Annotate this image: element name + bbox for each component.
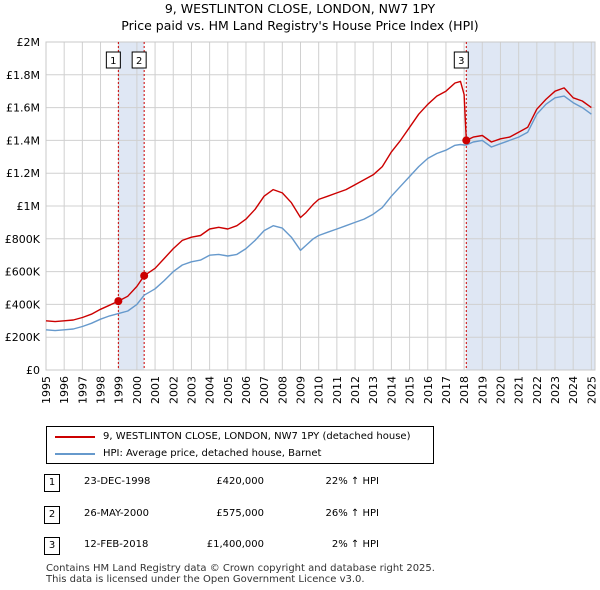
x-tick-label: 2002 [167, 376, 180, 404]
legend-label-hpi: HPI: Average price, detached house, Barn… [103, 448, 322, 459]
x-tick-label: 2001 [149, 376, 162, 404]
chart-title-line-2: Price paid vs. HM Land Registry's House … [121, 18, 479, 33]
transaction-label-box [453, 51, 469, 69]
x-tick-label: 2009 [295, 376, 308, 404]
legend-label-property: 9, WESTLINTON CLOSE, LONDON, NW7 1PY (de… [103, 431, 411, 442]
x-tick-label: 2013 [367, 376, 380, 404]
grid-lines [45, 41, 596, 371]
transaction-number: 2 [44, 506, 60, 524]
footer-licence: This data is licensed under the Open Gov… [46, 574, 365, 585]
transaction-date: 12-FEB-2018 [84, 539, 149, 550]
legend-swatch-hpi [55, 453, 95, 455]
x-tick-label: 1995 [40, 376, 53, 404]
x-tick-label: 1997 [76, 376, 89, 404]
legend: 9, WESTLINTON CLOSE, LONDON, NW7 1PY (de… [46, 426, 434, 464]
y-tick-label: £800K [5, 233, 41, 246]
transaction-hpi-diff: 2% ↑ HPI [331, 539, 379, 550]
x-tick-label: 2003 [185, 376, 198, 404]
transaction-points [114, 136, 471, 306]
transaction-point [114, 297, 123, 306]
transaction-point [462, 136, 471, 145]
x-tick-label: 2022 [531, 376, 544, 404]
x-tick-label: 2023 [549, 376, 562, 404]
footer: Contains HM Land Registry data © Crown c… [46, 563, 435, 585]
x-tick-label: 2018 [458, 376, 471, 404]
x-tick-label: 2015 [404, 376, 417, 404]
legend-swatch-property [55, 436, 95, 438]
x-tick-label: 2017 [440, 376, 453, 404]
y-tick-label: £0 [26, 364, 40, 377]
y-tick-label: £1.4M [6, 134, 40, 147]
y-tick-label: £200K [5, 331, 41, 344]
transaction-point [140, 271, 149, 280]
y-tick-label: £1.6M [6, 102, 40, 115]
transaction-label-text: 3 [458, 56, 464, 67]
property-price-line [45, 80, 592, 323]
transaction-lines [117, 42, 467, 370]
x-tick-label: 2020 [494, 376, 507, 404]
plot-frame [45, 41, 596, 371]
x-tick-label: 1996 [58, 376, 71, 404]
y-tick-label: £1M [17, 200, 41, 213]
transaction-label-box [131, 51, 147, 69]
x-tick-label: 2006 [240, 376, 253, 404]
transaction-label-text: 2 [136, 56, 142, 67]
y-tick-label: £600K [5, 266, 41, 279]
series-lines [45, 80, 592, 332]
x-tick-label: 2024 [567, 376, 580, 404]
hpi-line [45, 95, 592, 332]
transaction-hpi-diff: 22% ↑ HPI [325, 476, 379, 487]
transaction-label-text: 1 [110, 56, 116, 67]
transaction-price: £420,000 [216, 476, 264, 487]
x-tick-label: 1999 [113, 376, 126, 404]
y-tick-label: £400K [5, 298, 41, 311]
x-tick-label: 2007 [258, 376, 271, 404]
x-tick-label: 2000 [131, 376, 144, 404]
transaction-label-box [105, 51, 121, 69]
y-tick-label: £1.2M [6, 167, 40, 180]
x-tick-label: 2019 [476, 376, 489, 404]
chart-title: 9, WESTLINTON CLOSE, LONDON, NW7 1PY Pri… [0, 0, 600, 34]
transaction-hpi-diff: 26% ↑ HPI [325, 508, 379, 519]
x-tick-label: 2014 [385, 376, 398, 404]
chart-title-line-1: 9, WESTLINTON CLOSE, LONDON, NW7 1PY [164, 1, 436, 16]
footer-copyright: Contains HM Land Registry data © Crown c… [46, 563, 435, 574]
x-tick-label: 2010 [313, 376, 326, 404]
y-tick-label: £1.8M [6, 69, 40, 82]
transaction-price: £575,000 [216, 508, 264, 519]
x-tick-label: 2021 [513, 376, 526, 404]
x-tick-label: 2004 [204, 376, 217, 404]
transaction-date: 23-DEC-1998 [84, 476, 151, 487]
x-tick-label: 2025 [585, 376, 598, 404]
x-tick-label: 2011 [331, 376, 344, 404]
y-tick-label: £2M [17, 36, 41, 49]
transaction-labels: 1 2 3 [105, 51, 469, 69]
x-tick-label: 2005 [222, 376, 235, 404]
x-tick-label: 1998 [95, 376, 108, 404]
axis-labels: £0 £200K £400K £600K £800K £1M £1.2M £1.4M £1.6M… [5, 36, 599, 404]
transaction-number: 1 [44, 474, 60, 492]
x-tick-label: 2016 [422, 376, 435, 404]
x-tick-label: 2008 [276, 376, 289, 404]
transaction-number: 3 [44, 537, 60, 555]
transaction-price: £1,400,000 [206, 539, 264, 550]
x-tick-label: 2012 [349, 376, 362, 404]
transaction-date: 26-MAY-2000 [84, 508, 150, 519]
